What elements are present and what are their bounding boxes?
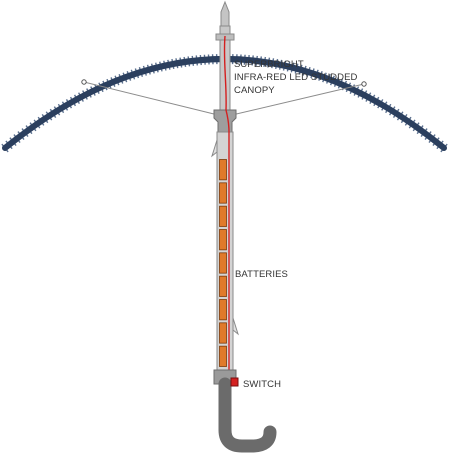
strut-joint-left — [81, 79, 87, 85]
battery-cell — [219, 299, 227, 321]
battery-cell — [219, 182, 227, 204]
battery-cell — [219, 322, 227, 344]
battery-cell — [219, 229, 227, 251]
catch-lower — [232, 317, 239, 336]
umbrella-tip — [220, 0, 230, 27]
strut-left — [83, 81, 219, 116]
battery-cell — [219, 275, 227, 297]
canopy-label-line1: SUPERBRIGHT — [234, 59, 304, 70]
canopy-label-line3: CANOPY — [234, 85, 275, 96]
battery-cell — [219, 252, 227, 274]
crook-handle — [218, 377, 277, 453]
runner-hub — [213, 109, 237, 133]
canopy-label-line2: INFRA-RED LED STUDDED — [234, 72, 358, 83]
batteries-label: BATTERIES — [235, 269, 288, 280]
battery-cell — [219, 345, 227, 367]
battery-cell — [219, 205, 227, 227]
strut-right — [231, 83, 365, 116]
switch-label: SWITCH — [243, 379, 281, 390]
strut-joint-right — [361, 81, 367, 87]
switch-button[interactable] — [230, 377, 239, 387]
catch-upper — [211, 139, 218, 158]
battery-cell — [219, 159, 227, 181]
battery-stack — [219, 159, 227, 367]
